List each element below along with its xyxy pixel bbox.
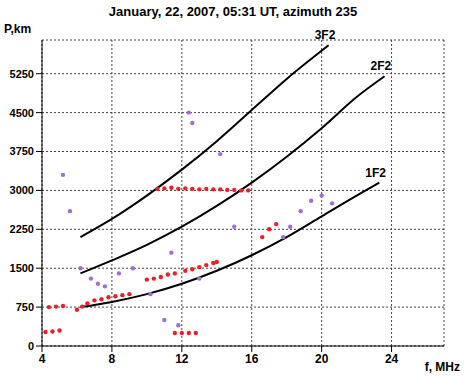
svg-text:3750: 3750: [10, 145, 34, 157]
svg-text:20: 20: [315, 352, 329, 366]
svg-text:2F2: 2F2: [371, 59, 392, 73]
svg-text:5250: 5250: [10, 68, 34, 80]
svg-text:3000: 3000: [10, 184, 34, 196]
svg-text:24: 24: [385, 352, 399, 366]
svg-text:750: 750: [16, 301, 34, 313]
svg-text:4: 4: [39, 352, 46, 366]
svg-text:1F2: 1F2: [365, 166, 386, 180]
svg-text:2250: 2250: [10, 223, 34, 235]
svg-text:12: 12: [175, 352, 189, 366]
svg-text:1500: 1500: [10, 262, 34, 274]
svg-text:4500: 4500: [10, 107, 34, 119]
html-text:January, 22, 2007, 05:31 UT, a: January, 22, 2007, 05:31 UT, azimuth 235: [108, 4, 358, 19]
html-text:f, MHz: f, MHz: [424, 360, 460, 374]
svg-text:16: 16: [245, 352, 259, 366]
svg-text:8: 8: [109, 352, 116, 366]
html-text:P,km: P,km: [4, 22, 32, 36]
svg-text:3F2: 3F2: [315, 28, 336, 42]
svg-text:0: 0: [28, 340, 34, 352]
